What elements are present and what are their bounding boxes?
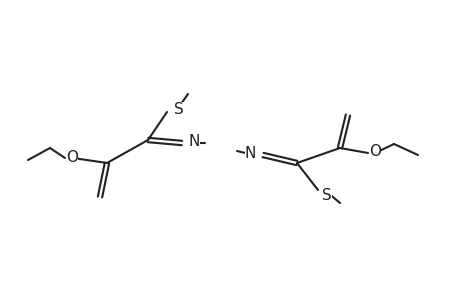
Text: N: N [189, 134, 200, 149]
Text: S: S [174, 101, 183, 116]
Text: N: N [244, 146, 256, 160]
Text: O: O [368, 145, 380, 160]
Text: S: S [321, 188, 331, 203]
Text: O: O [66, 149, 78, 164]
